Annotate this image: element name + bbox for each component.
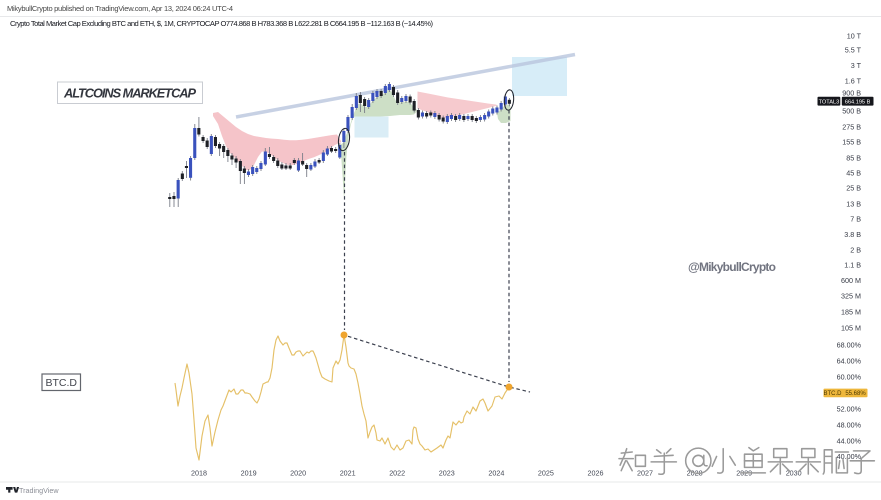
svg-text:275 B: 275 B bbox=[842, 123, 861, 132]
svg-text:185 M: 185 M bbox=[841, 308, 861, 317]
svg-text:2023: 2023 bbox=[439, 468, 455, 477]
svg-text:2019: 2019 bbox=[241, 468, 257, 477]
svg-text:2 B: 2 B bbox=[850, 246, 861, 255]
svg-text:BTC.D: BTC.D bbox=[824, 391, 843, 397]
svg-text:Crypto Total Market Cap Exclud: Crypto Total Market Cap Excluding BTC an… bbox=[10, 19, 433, 28]
svg-text:55.68%: 55.68% bbox=[845, 391, 866, 397]
svg-text:BTC.D: BTC.D bbox=[45, 377, 77, 389]
svg-text:2026: 2026 bbox=[588, 468, 604, 477]
svg-text:85 B: 85 B bbox=[846, 153, 861, 162]
svg-text:TOTAL3: TOTAL3 bbox=[819, 99, 840, 105]
svg-text:2020: 2020 bbox=[290, 468, 306, 477]
svg-text:2025: 2025 bbox=[538, 468, 554, 477]
svg-text:1.6 T: 1.6 T bbox=[845, 77, 862, 86]
svg-text:25 B: 25 B bbox=[846, 184, 861, 193]
svg-text:2018: 2018 bbox=[191, 468, 207, 477]
svg-text:2021: 2021 bbox=[340, 468, 356, 477]
svg-text:7 B: 7 B bbox=[850, 214, 861, 223]
svg-text:3.8 B: 3.8 B bbox=[844, 230, 861, 239]
svg-text:664.195 B: 664.195 B bbox=[845, 99, 871, 105]
svg-text:44.00%: 44.00% bbox=[837, 436, 862, 445]
svg-text:900 B: 900 B bbox=[842, 88, 861, 97]
svg-text:5.5 T: 5.5 T bbox=[845, 45, 862, 54]
svg-text:2030: 2030 bbox=[786, 468, 802, 477]
svg-text:45 B: 45 B bbox=[846, 169, 861, 178]
svg-text:MikybullCrypto published on Tr: MikybullCrypto published on TradingView.… bbox=[7, 4, 233, 13]
svg-text:60.00%: 60.00% bbox=[837, 372, 862, 381]
svg-text:2027: 2027 bbox=[637, 468, 653, 477]
svg-text:500 B: 500 B bbox=[842, 106, 861, 115]
svg-text:105 M: 105 M bbox=[841, 324, 861, 333]
svg-text:TradingView: TradingView bbox=[19, 486, 59, 495]
svg-text:155 B: 155 B bbox=[842, 138, 861, 147]
svg-text:3 T: 3 T bbox=[851, 61, 862, 70]
svg-text:2022: 2022 bbox=[389, 468, 405, 477]
svg-text:ALTCOINS MARKETCAP: ALTCOINS MARKETCAP bbox=[63, 86, 196, 101]
svg-text:68.00%: 68.00% bbox=[837, 340, 862, 349]
svg-text:600 M: 600 M bbox=[841, 276, 861, 285]
svg-text:13 B: 13 B bbox=[846, 199, 861, 208]
svg-text:52.00%: 52.00% bbox=[837, 404, 862, 413]
svg-text:1.1 B: 1.1 B bbox=[844, 260, 861, 269]
svg-text:2024: 2024 bbox=[488, 468, 504, 477]
svg-text:10 T: 10 T bbox=[847, 31, 862, 40]
svg-text:40.00%: 40.00% bbox=[837, 452, 862, 461]
svg-text:64.00%: 64.00% bbox=[837, 356, 862, 365]
svg-text:48.00%: 48.00% bbox=[837, 420, 862, 429]
svg-text:@MikybullCrypto: @MikybullCrypto bbox=[688, 260, 776, 274]
svg-text:325 M: 325 M bbox=[841, 292, 861, 301]
